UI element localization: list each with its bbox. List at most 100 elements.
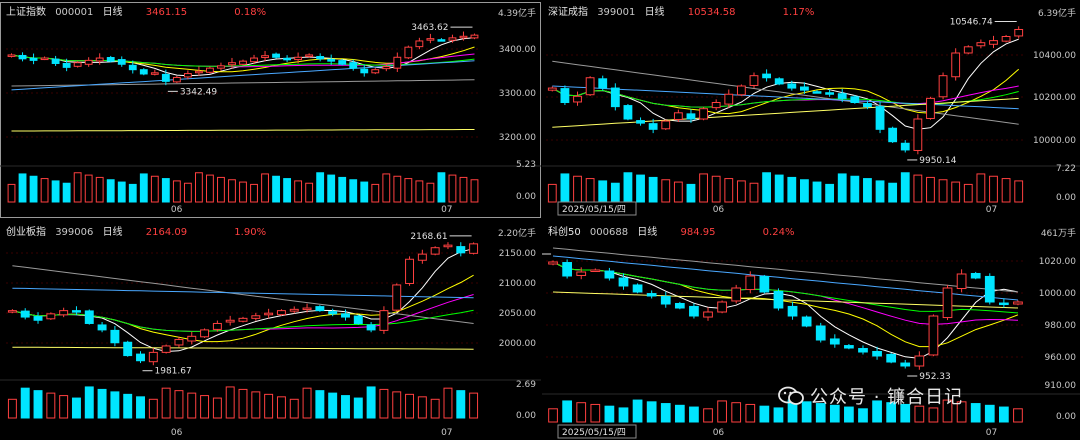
candle-body — [660, 296, 671, 305]
candlestick-chart[interactable]: 3463.62 3342.49 3400.00 3300.00 3200.00 5.23 0… — [0, 2, 541, 218]
candle-body — [264, 312, 274, 316]
volume-bar — [294, 180, 303, 203]
volume-bar — [366, 386, 376, 419]
volume-bar — [648, 176, 658, 203]
volume-bar — [430, 398, 440, 419]
volume-bar — [371, 183, 380, 203]
candle-body — [20, 310, 30, 318]
volume-bar — [573, 175, 582, 203]
candle-body — [825, 92, 835, 95]
ma60-line — [552, 247, 1019, 293]
candle-body — [29, 57, 38, 61]
ma30-line — [552, 87, 1019, 108]
candle-body — [886, 353, 897, 363]
panel-header: 深证成指 399001 日线 10534.58 1.17% — [548, 6, 814, 20]
chart-panel-chinext[interactable]: 创业板指 399006 日线 2164.09 1.90% 2168.61 1981… — [0, 222, 541, 440]
x-tick-label: 07 — [986, 205, 997, 215]
candle-body — [276, 310, 286, 316]
period-label[interactable]: 日线 — [102, 7, 123, 18]
volume-bar — [731, 402, 742, 423]
date-tag: 2025/05/15/四 — [562, 428, 626, 438]
candle-body — [40, 57, 49, 61]
volume-bar — [106, 179, 115, 203]
volume-bar — [379, 388, 389, 419]
chart-panel-star50[interactable]: 科创50 000688 日线 984.95 0.24% 1011.69952.3… — [542, 222, 1080, 440]
period-label[interactable]: 日线 — [102, 227, 123, 238]
volume-bar — [762, 172, 771, 203]
last-price: 10534.58 — [687, 7, 736, 18]
volume-tick-label: 2.69 — [516, 380, 536, 390]
volume-bar — [18, 173, 27, 203]
y-tick-label: 3200.00 — [499, 133, 536, 143]
candle-body — [305, 54, 314, 57]
candle-body — [51, 58, 60, 64]
volume-unit-label: 2.20亿手 — [498, 227, 536, 239]
candle-body — [426, 38, 435, 41]
candle-body — [787, 305, 798, 317]
candle-body — [888, 127, 898, 143]
volume-bar — [415, 180, 424, 203]
volume-bar — [837, 173, 847, 203]
candle-body — [187, 335, 197, 342]
candle-body — [576, 271, 587, 276]
candle-body — [914, 355, 925, 367]
chart-panel-shanghai[interactable]: 上证指数 000001 日线 3461.15 0.18% 3463.62 3342… — [0, 2, 541, 218]
volume-unit-label: 4.39亿手 — [498, 7, 536, 19]
candle-body — [661, 120, 671, 130]
volume-bar — [84, 174, 93, 203]
index-name: 上证指数 — [6, 7, 46, 18]
volume-bar — [404, 178, 413, 203]
y-tick-label: 2100.00 — [499, 279, 536, 289]
candle-body — [773, 290, 784, 309]
volume-bar — [984, 404, 995, 423]
candle-body — [212, 322, 222, 330]
volume-bar — [829, 404, 840, 423]
candle-body — [623, 105, 633, 120]
chart-panel-shenzhen[interactable]: 深证成指 399001 日线 10534.58 1.17% 10546.74 99… — [542, 2, 1080, 218]
volume-bar — [20, 387, 30, 419]
volume-bar — [264, 393, 274, 419]
period-label[interactable]: 日线 — [644, 7, 665, 18]
candle-body — [459, 35, 468, 39]
volume-bar — [812, 181, 822, 203]
date-tag-box — [557, 424, 637, 439]
volume-bar — [618, 407, 629, 423]
volume-bar — [40, 178, 49, 203]
volume-bar — [900, 172, 910, 203]
volume-bar — [315, 390, 325, 419]
candle-body — [353, 315, 363, 324]
candle-body — [33, 316, 43, 321]
candle-body — [62, 62, 71, 68]
candle-body — [731, 287, 742, 302]
period-label[interactable]: 日线 — [637, 227, 658, 238]
volume-bar — [200, 395, 210, 419]
candle-body — [136, 353, 145, 362]
low-label: 3342.49 — [180, 87, 217, 97]
candle-body — [392, 284, 402, 311]
candle-body — [800, 86, 809, 91]
y-tick-label: 10400.00 — [1033, 51, 1076, 61]
ma60-line — [552, 60, 1019, 125]
volume-bar — [1014, 180, 1024, 203]
candle-body — [674, 302, 685, 309]
candle-body — [7, 54, 16, 57]
high-label: 2168.61 — [410, 232, 447, 242]
candlestick-chart[interactable]: 2168.61 1981.67 2150.00 2100.00 2050.00 2000.… — [0, 222, 541, 440]
candle-body — [71, 310, 81, 313]
volume-bar — [437, 172, 446, 203]
volume-bar — [194, 172, 203, 203]
candle-body — [327, 58, 336, 62]
candle-body — [604, 270, 615, 279]
ma60-line — [12, 265, 474, 324]
candlestick-chart[interactable]: 1011.69952.331020.001000.00980.00960.009… — [542, 222, 1080, 440]
volume-bar — [97, 388, 107, 419]
volume-bar — [212, 397, 222, 419]
volume-bar — [73, 172, 82, 203]
index-code: 399001 — [597, 7, 636, 18]
candle-body — [217, 65, 225, 69]
candlestick-chart[interactable]: 10546.74 9950.14 10400.00 10200.00 10000.00 7… — [542, 2, 1080, 218]
candle-body — [745, 275, 756, 291]
candle-body — [863, 103, 872, 108]
volume-bar — [576, 402, 587, 423]
candle-body — [648, 123, 658, 130]
